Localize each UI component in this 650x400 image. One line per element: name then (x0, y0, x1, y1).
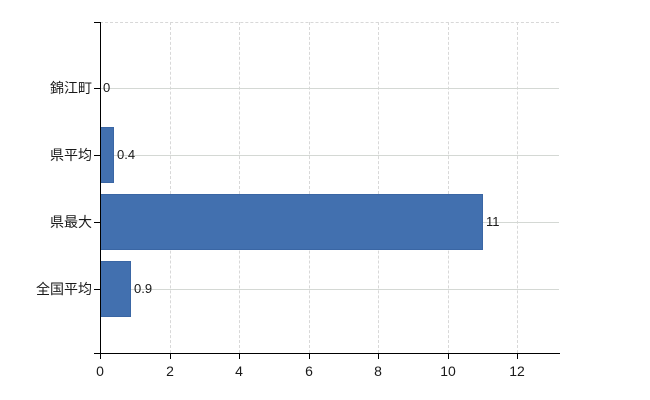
y-gridline (100, 289, 559, 290)
x-tick-mark (170, 353, 171, 359)
x-tick-mark (448, 353, 449, 359)
y-axis-line (100, 22, 101, 353)
value-label: 11 (486, 214, 500, 229)
y-tick-mark (94, 155, 100, 156)
x-tick-mark (309, 353, 310, 359)
bar (100, 127, 114, 183)
x-tick-label: 8 (374, 363, 382, 379)
x-gridline (517, 22, 518, 353)
y-tick-mark (94, 222, 100, 223)
x-tick-label: 10 (440, 363, 456, 379)
bar (100, 261, 131, 317)
value-label: 0.9 (134, 281, 153, 296)
x-tick-label: 12 (509, 363, 525, 379)
bar (100, 194, 483, 250)
plot-top-border (100, 22, 559, 23)
x-axis-line (94, 353, 560, 354)
x-tick-label: 6 (305, 363, 313, 379)
x-tick-mark (517, 353, 518, 359)
x-tick-mark (100, 353, 101, 359)
category-label: 県平均 (50, 147, 92, 163)
category-label: 県最大 (50, 214, 92, 230)
x-tick-label: 2 (166, 363, 174, 379)
x-tick-mark (378, 353, 379, 359)
category-label: 全国平均 (36, 281, 92, 297)
x-gridline (309, 22, 310, 353)
category-label: 錦江町 (50, 80, 92, 96)
y-gridline (100, 155, 559, 156)
value-label: 0 (103, 80, 111, 95)
x-tick-label: 0 (96, 363, 104, 379)
value-label: 0.4 (117, 147, 136, 162)
y-tick-mark (94, 88, 100, 89)
y-tick-mark (94, 289, 100, 290)
x-gridline (239, 22, 240, 353)
x-tick-mark (239, 353, 240, 359)
x-tick-label: 4 (235, 363, 243, 379)
y-gridline (100, 88, 559, 89)
x-gridline (170, 22, 171, 353)
y-axis-top-cap (94, 22, 100, 23)
x-gridline (378, 22, 379, 353)
x-gridline (448, 22, 449, 353)
